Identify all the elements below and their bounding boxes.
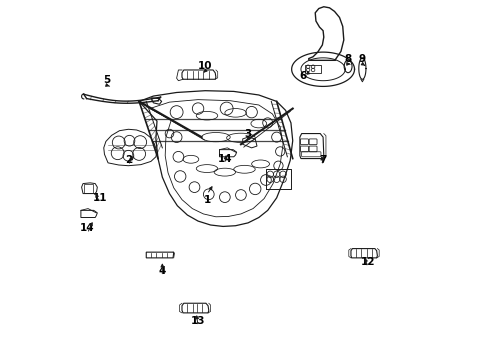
- Text: 14: 14: [217, 154, 232, 163]
- Text: 8: 8: [344, 54, 351, 64]
- Text: 9: 9: [358, 54, 365, 64]
- Text: 4: 4: [158, 266, 166, 276]
- Text: 1: 1: [203, 195, 210, 204]
- Text: 5: 5: [103, 75, 110, 85]
- Text: 7: 7: [319, 156, 326, 165]
- Text: 14: 14: [80, 223, 95, 233]
- Text: 13: 13: [190, 316, 205, 326]
- Text: 11: 11: [92, 193, 107, 203]
- Text: 6: 6: [299, 71, 306, 81]
- Text: 12: 12: [360, 257, 374, 267]
- Text: 10: 10: [198, 61, 212, 71]
- Text: 2: 2: [124, 156, 132, 165]
- Text: 3: 3: [244, 129, 251, 139]
